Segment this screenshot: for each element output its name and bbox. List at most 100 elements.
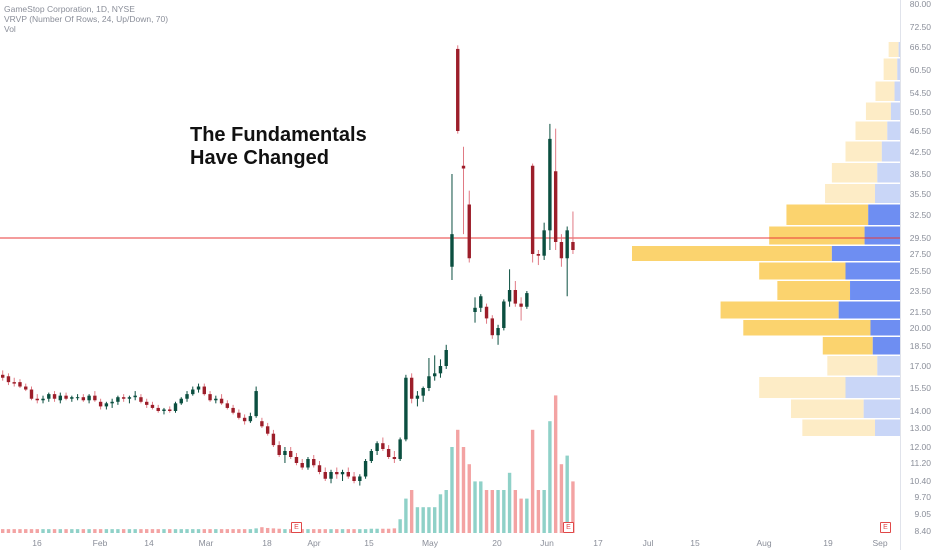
volume-profile-up-bar [845, 377, 900, 398]
candle-body [565, 230, 569, 259]
volume-bar [490, 490, 494, 533]
candle-body [507, 290, 512, 302]
price-tick-label: 60.50 [909, 65, 931, 75]
volume-bar [173, 529, 178, 533]
volume-profile-down-bar [769, 226, 865, 245]
time-tick-label: Feb [92, 538, 108, 548]
candle-body [340, 472, 345, 475]
volume-bar [312, 529, 316, 533]
earnings-badge[interactable]: E [563, 522, 574, 533]
volume-profile-down-bar [865, 102, 891, 120]
candle-body [271, 433, 276, 446]
volume-bar [35, 529, 39, 533]
candle-body [208, 394, 212, 401]
chart-area[interactable] [0, 0, 900, 550]
legend-title: GameStop Corporation, 1D, NYSE [4, 4, 135, 14]
volume-bar [277, 528, 281, 533]
candle-body [231, 407, 235, 413]
price-tick-label: 66.50 [909, 42, 931, 52]
candle-body [502, 301, 506, 328]
volume-profile-up-bar [831, 246, 900, 261]
volume-bar [409, 490, 414, 533]
candle-body [24, 386, 28, 390]
volume-bar [363, 529, 368, 533]
candle-body [317, 465, 322, 472]
volume-bar [156, 529, 160, 533]
candle-body [421, 388, 425, 396]
volume-bar [536, 490, 541, 533]
volume-bar [191, 529, 195, 533]
headline-line-1: The Fundamentals [190, 124, 367, 146]
volume-bar [231, 529, 235, 533]
volume-profile-up-bar [877, 163, 900, 183]
price-tick-label: 11.20 [910, 458, 931, 468]
volume-bar [139, 529, 143, 533]
time-tick-label: 15 [690, 538, 700, 548]
volume-bar [335, 529, 339, 533]
candle-body [461, 165, 466, 169]
price-tick-label: 27.50 [909, 249, 931, 259]
volume-bar [300, 529, 304, 533]
volume-bar [496, 490, 500, 533]
time-tick-label: 20 [492, 538, 502, 548]
volume-bar [58, 529, 62, 533]
volume-bar [70, 529, 74, 533]
candle-body [139, 397, 143, 402]
volume-bar [1, 529, 5, 533]
candlestick-chart[interactable] [0, 0, 900, 550]
volume-bar [369, 528, 374, 533]
candle-body [496, 328, 500, 336]
candle-body [225, 403, 230, 408]
time-tick-label: Jul [642, 538, 654, 548]
volume-bar [168, 529, 172, 533]
volume-profile-down-bar [883, 58, 898, 80]
price-axis[interactable]: 80.00 72.50 66.50 60.50 54.50 50.50 46.50 42.50… [900, 0, 932, 550]
time-tick-label: Sep [872, 538, 888, 548]
volume-bar [41, 529, 45, 533]
candle-body [409, 377, 414, 399]
price-tick-label: 9.70 [914, 492, 931, 502]
candle-body [456, 48, 460, 131]
volume-bar [386, 528, 391, 533]
candle-body [375, 443, 379, 451]
candle-body [35, 398, 39, 401]
volume-bar [12, 529, 16, 533]
volume-profile-up-bar [887, 121, 900, 140]
candle-body [329, 472, 333, 479]
volume-profile-up-bar [898, 42, 900, 57]
candle-body [525, 293, 529, 307]
price-tick-label: 72.50 [909, 22, 931, 32]
volume-bar [6, 529, 11, 533]
volume-bar [75, 529, 80, 533]
price-tick-label: 25.50 [909, 266, 931, 276]
volume-bar [542, 490, 546, 533]
volume-profile-down-bar [888, 42, 899, 57]
candle-body [116, 397, 120, 402]
earnings-badge[interactable]: E [291, 522, 302, 533]
volume-bar [467, 464, 471, 533]
volume-bar [553, 395, 558, 533]
candle-body [513, 290, 518, 304]
price-tick-label: 12.00 [909, 442, 931, 452]
price-tick-label: 50.50 [909, 107, 931, 117]
time-tick-label: 14 [144, 538, 154, 548]
volume-profile-up-bar [875, 184, 900, 203]
price-tick-label: 14.00 [909, 406, 931, 416]
price-tick-label: 35.50 [909, 189, 931, 199]
volume-bar [150, 529, 155, 533]
volume-bar [98, 529, 103, 533]
candle-body [346, 472, 350, 477]
volume-bar [513, 490, 518, 533]
candle-body [438, 366, 443, 374]
earnings-badge[interactable]: E [880, 522, 891, 533]
volume-profile-up-bar [868, 204, 900, 225]
volume-profile-up-bar [881, 141, 900, 162]
price-tick-label: 80.00 [909, 0, 931, 9]
price-tick-label: 32.50 [909, 210, 931, 220]
time-tick-label: Apr [307, 538, 321, 548]
headline: The Fundamentals Have Changed [190, 124, 367, 170]
volume-profile-up-bar [894, 81, 900, 101]
candle-body [398, 439, 402, 459]
volume-bar [323, 529, 327, 533]
candle-body [127, 397, 132, 399]
